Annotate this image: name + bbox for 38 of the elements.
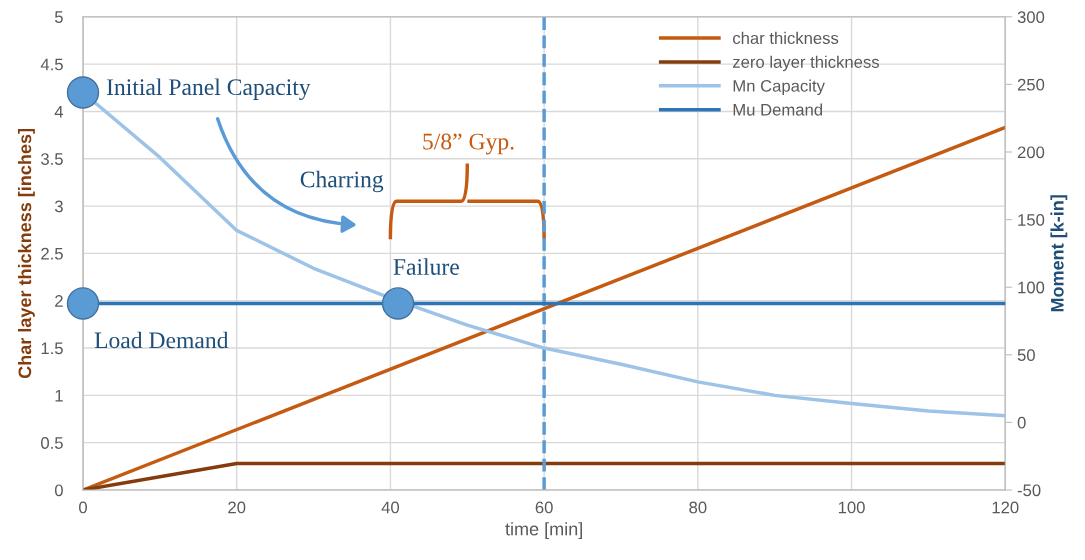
y-tick-label: 5 bbox=[54, 11, 63, 23]
y-tick-label: 0.5 bbox=[41, 437, 63, 449]
annotation: 5/8” Gyp. bbox=[423, 133, 514, 155]
annotation: Load Demand bbox=[94, 331, 229, 349]
y-tick-label: 4.5 bbox=[40, 58, 63, 71]
y2-tick-label: 0 bbox=[1017, 416, 1026, 429]
y-tick-label: 2.5 bbox=[41, 247, 63, 260]
x-tick-label: 80 bbox=[689, 501, 707, 514]
y-tick-label: 3.5 bbox=[41, 153, 63, 165]
y-tick-label: 3 bbox=[54, 200, 63, 213]
annotation: Charring bbox=[300, 170, 384, 193]
x-tick-label: 20 bbox=[228, 501, 246, 514]
legend-label: Mu Demand bbox=[733, 103, 823, 116]
y-tick-label: 1 bbox=[55, 389, 63, 402]
y-tick-label: 2 bbox=[55, 295, 63, 307]
y2-tick-label: 150 bbox=[1018, 214, 1045, 226]
y2-tick-label: 100 bbox=[1018, 281, 1045, 294]
x-tick-label: 0 bbox=[79, 501, 87, 514]
x-tick-label: 40 bbox=[381, 501, 400, 514]
x-axis-title: time [min] bbox=[505, 522, 582, 540]
legend-label: Mn Capacity bbox=[733, 79, 825, 96]
y-axis-title: Char layer thickness [inches] bbox=[18, 128, 35, 379]
y2-tick-label: 300 bbox=[1017, 11, 1045, 23]
y-tick-label: 1.5 bbox=[41, 342, 63, 355]
y-tick-label: 0 bbox=[54, 484, 63, 497]
y2-tick-label: -50 bbox=[1017, 484, 1041, 497]
legend-label: zero layer thickness bbox=[732, 55, 879, 72]
y2-tick-label: 50 bbox=[1017, 349, 1035, 361]
y-tick-label: 4 bbox=[54, 106, 64, 118]
x-tick-label: 120 bbox=[992, 501, 1019, 514]
x-tick-label: 100 bbox=[838, 501, 865, 514]
annotation: Failure bbox=[393, 258, 459, 275]
y2-tick-label: 250 bbox=[1017, 78, 1045, 91]
legend-label: char thickness bbox=[733, 31, 839, 45]
x-tick-label: 60 bbox=[535, 501, 553, 514]
y2-axis-title: Moment [k-in] bbox=[1050, 195, 1068, 312]
y2-tick-label: 200 bbox=[1017, 146, 1045, 159]
annotation: Initial Panel Capacity bbox=[106, 78, 311, 100]
